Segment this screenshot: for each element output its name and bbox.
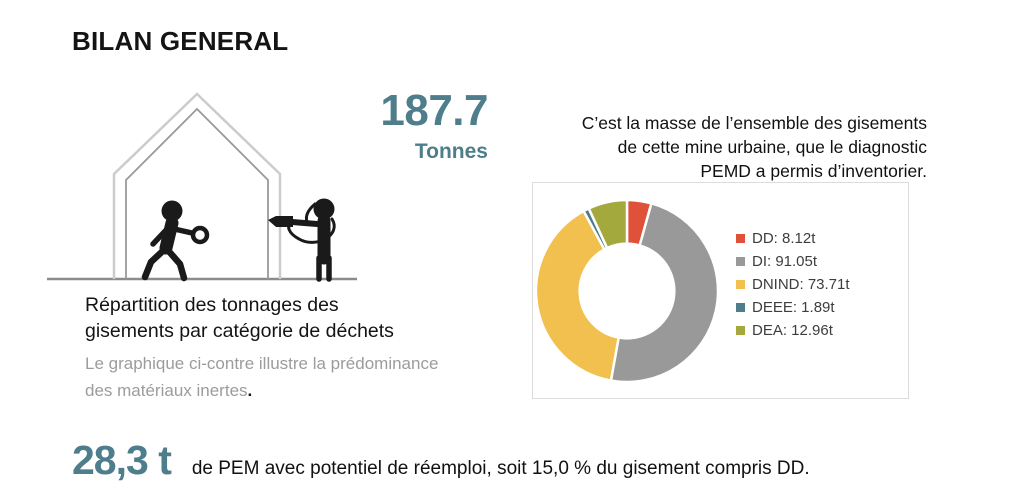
legend-label-DI: DI: 91.05t [752,253,818,270]
reuse-mass-value: 28,3 t [72,437,172,483]
footer-row: 28,3 t de PEM avec potentiel de réemploi… [72,437,810,484]
legend-swatch-DD [736,234,745,243]
caption-title: Répartition des tonnages des gisements p… [85,293,485,345]
caption-subtitle: Le graphique ci-contre illustre la prédo… [85,350,485,404]
legend-swatch-DI [736,257,745,266]
legend-swatch-DEEE [736,303,745,312]
total-mass-unit: Tonnes [414,140,488,164]
house-outline-outer [112,92,282,279]
chart-panel: DD: 8.12t DI: 91.05t DNIND: 73.71t DEEE: 1.… [532,182,909,399]
donut-slice-DNIND [534,209,620,382]
magnifier-icon [190,225,210,245]
intro-line-2: de cette mine urbaine, que le diagnostic [617,136,927,157]
caption-title-line-1: Répartition des tonnages des [85,294,339,316]
caption-title-line-2: gisements par catégorie de déchets [85,319,394,342]
legend-label-DEEE: DEEE: 1.89t [752,299,835,316]
house-outline-inner [125,107,269,279]
legend-item-DEA: DEA: 12.96t [736,319,850,342]
legend-item-DD: DD: 8.12t [736,227,850,250]
inspector-with-magnifier-icon [141,200,210,282]
legend-item-DI: DI: 91.05t [736,250,850,273]
total-mass-value: 187.7 [380,86,488,135]
donut-slice-DEA [587,198,629,250]
donut-chart [534,198,720,384]
total-mass-block: 187.7 Tonnes [330,86,488,164]
intro-line-3: PEMD a permis d’inventorier. [700,160,927,181]
intro-line-1: C’est la masse de l’ensemble des gisemen… [581,113,927,133]
reuse-mass-text: de PEM avec potentiel de réemploi, soit … [191,458,810,479]
inspector-with-stethoscope-icon [268,198,336,282]
legend-label-DEA: DEA: 12.96t [752,322,833,339]
chart-legend: DD: 8.12t DI: 91.05t DNIND: 73.71t DEEE: 1.… [736,227,850,342]
legend-swatch-DNIND [736,280,745,289]
legend-item-DEEE: DEEE: 1.89t [736,296,850,319]
legend-swatch-DEA [736,326,745,335]
page-title: BILAN GENERAL [72,26,289,56]
intro-text: C’est la masse de l’ensemble des gisemen… [523,112,927,183]
legend-label-DNIND: DNIND: 73.71t [752,276,850,293]
caption-subtitle-line-2: des matériaux inertes. [85,381,253,401]
house-diagnostic-illustration [47,92,357,282]
caption-subtitle-line-1: Le graphique ci-contre illustre la prédo… [85,353,439,373]
donut-slice-DI [609,202,720,384]
caption-block: Répartition des tonnages des gisements p… [85,293,485,404]
caption-subtitle-period: . [247,381,253,401]
legend-item-DNIND: DNIND: 73.71t [736,273,850,296]
legend-label-DD: DD: 8.12t [752,230,816,247]
